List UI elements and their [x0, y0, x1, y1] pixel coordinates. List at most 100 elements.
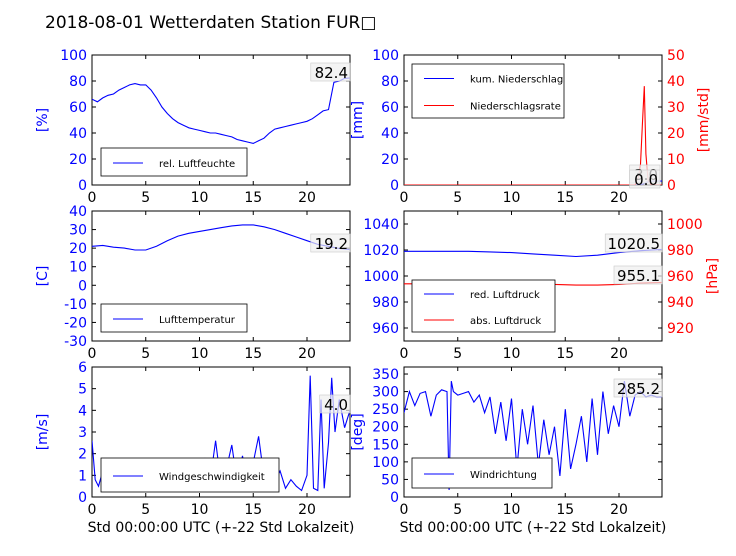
legend-label: Windgeschwindigkeit: [159, 472, 265, 483]
legend-label: Niederschlagsrate: [470, 102, 561, 113]
y-axis-label-right: [hPa]: [705, 258, 721, 294]
x-tick-label: 15: [556, 502, 574, 518]
y-tick-label: -20: [64, 315, 87, 331]
value-label: 1020.5: [608, 235, 661, 253]
x-tick-label: 20: [610, 190, 628, 206]
series-line: [404, 248, 662, 258]
x-tick-label: 5: [453, 346, 462, 362]
y-tick-label: 80: [69, 74, 87, 90]
y-tick-label: 0: [78, 490, 87, 506]
x-tick-label: 5: [141, 502, 150, 518]
y-axis-label: [deg]: [350, 413, 366, 450]
value-label-box: [613, 265, 663, 285]
y-tick-label: 10: [69, 260, 87, 276]
y-tick-label: 0: [390, 178, 399, 194]
x-tick-label: 15: [244, 346, 262, 362]
y-axis-label: [%]: [35, 108, 51, 132]
y-tick-label-right: 1000: [667, 217, 703, 233]
y-tick-label-right: 30: [667, 100, 685, 116]
series-group: [404, 380, 662, 491]
y-tick-label: 100: [372, 455, 399, 471]
y-tick-label: 80: [381, 74, 399, 90]
legend-box: [100, 457, 280, 493]
x-tick-label: 20: [610, 502, 628, 518]
x-tick-label: 20: [298, 190, 316, 206]
legend-box: [100, 147, 248, 177]
legend-box: [100, 303, 248, 333]
y-tick-label: 2: [78, 447, 87, 463]
value-label: 19.2: [315, 235, 348, 253]
panel-6: 0 5 10 15 20050100150200250300350[deg]Windri…: [350, 366, 663, 518]
x-tick-label: 10: [503, 502, 521, 518]
y-tick-label: -30: [64, 334, 87, 350]
panel-3: 0 5 10 15 20 -30 -20 -10 0 10 20 30 40 [C] Lufttempera…: [35, 204, 351, 362]
x-tick-label: 0: [88, 502, 97, 518]
legend-box: [411, 457, 553, 489]
legend-box: [411, 63, 565, 119]
y-tick-label: 60: [69, 100, 87, 116]
y-tick-label-right: 940: [667, 295, 694, 311]
value-label: 955.1: [617, 267, 660, 285]
x-tick-label: 0: [400, 190, 409, 206]
y-tick-label: 3: [78, 425, 87, 441]
legend-box: [411, 279, 556, 333]
y-tick-label: 1040: [363, 217, 399, 233]
x-tick-label: 0: [88, 190, 97, 206]
legend-label: red. Luftdruck: [470, 290, 540, 301]
legend-label: Windrichtung: [470, 470, 537, 481]
x-tick-label: 15: [556, 346, 574, 362]
y-tick-label: 1: [78, 468, 87, 484]
y-tick-label: 100: [60, 48, 87, 64]
y-tick-label: 1000: [363, 269, 399, 285]
x-tick-label: 10: [191, 502, 209, 518]
y-tick-label-right: 20: [667, 126, 685, 142]
y-tick-label: 40: [69, 204, 87, 220]
panel-2: 0 5 10 15 20 0 20 40 60 80 100 0 10 20 30 40 50 [mm] [mm/s…: [350, 48, 712, 206]
y-tick-label: 20: [69, 152, 87, 168]
y-tick-label: 0: [78, 178, 87, 194]
x-tick-label: 5: [141, 346, 150, 362]
value-label-box: [319, 394, 351, 414]
y-tick-label: 1020: [363, 243, 399, 259]
y-tick-label-right: 960: [667, 269, 694, 285]
value-label: 285.2: [617, 380, 660, 398]
y-tick-label: 30: [69, 223, 87, 239]
panel-5: 0 5 10 15 20 0 1 2 3 4 5 6 [m/s] Windgeschwindigkeit 4…: [35, 360, 351, 518]
value-label-box: [310, 62, 351, 82]
y-tick-label: 150: [372, 437, 399, 453]
y-axis-label-right: [mm/std]: [696, 88, 712, 153]
series-group: [92, 224, 350, 251]
y-tick-label: 40: [69, 126, 87, 142]
y-tick-label-right: 980: [667, 243, 694, 259]
series-group: [92, 77, 350, 144]
legend-label: rel. Luftfeuchte: [159, 159, 235, 170]
x-axis-label-left: Std 00:00:00 UTC (+-22 Std Lokalzeit): [88, 520, 355, 536]
value-label: 0.0: [634, 171, 658, 189]
y-tick-label-right: 0: [667, 178, 676, 194]
y-axis-label: [C]: [35, 266, 51, 287]
x-tick-label: 0: [400, 346, 409, 362]
x-tick-label: 5: [141, 190, 150, 206]
x-tick-label: 20: [298, 346, 316, 362]
y-tick-label: 4: [78, 403, 87, 419]
value-label-box: [613, 378, 663, 398]
y-tick-label: 5: [78, 382, 87, 398]
panel-1: 0 5 10 15 20 0 20 40 60 80 100 [%] rel. Luftfeuchte 8…: [35, 48, 351, 206]
y-tick-label: 100: [372, 48, 399, 64]
y-tick-label: -10: [64, 297, 87, 313]
x-axis-label-right: Std 00:00:00 UTC (+-22 Std Lokalzeit): [400, 520, 667, 536]
x-tick-label: 5: [453, 502, 462, 518]
value-label-box: [629, 169, 661, 189]
value-label: 82.4: [315, 64, 348, 82]
y-tick-label-right: 50: [667, 48, 685, 64]
y-tick-label-right: 920: [667, 321, 694, 337]
y-tick-label: 20: [381, 152, 399, 168]
y-tick-label: 200: [372, 420, 399, 436]
y-axis-label: [m/s]: [35, 414, 51, 451]
x-tick-label: 15: [244, 502, 262, 518]
y-tick-label-right: 40: [667, 74, 685, 90]
y-tick-label: 350: [372, 367, 399, 383]
series-line: [404, 380, 662, 491]
